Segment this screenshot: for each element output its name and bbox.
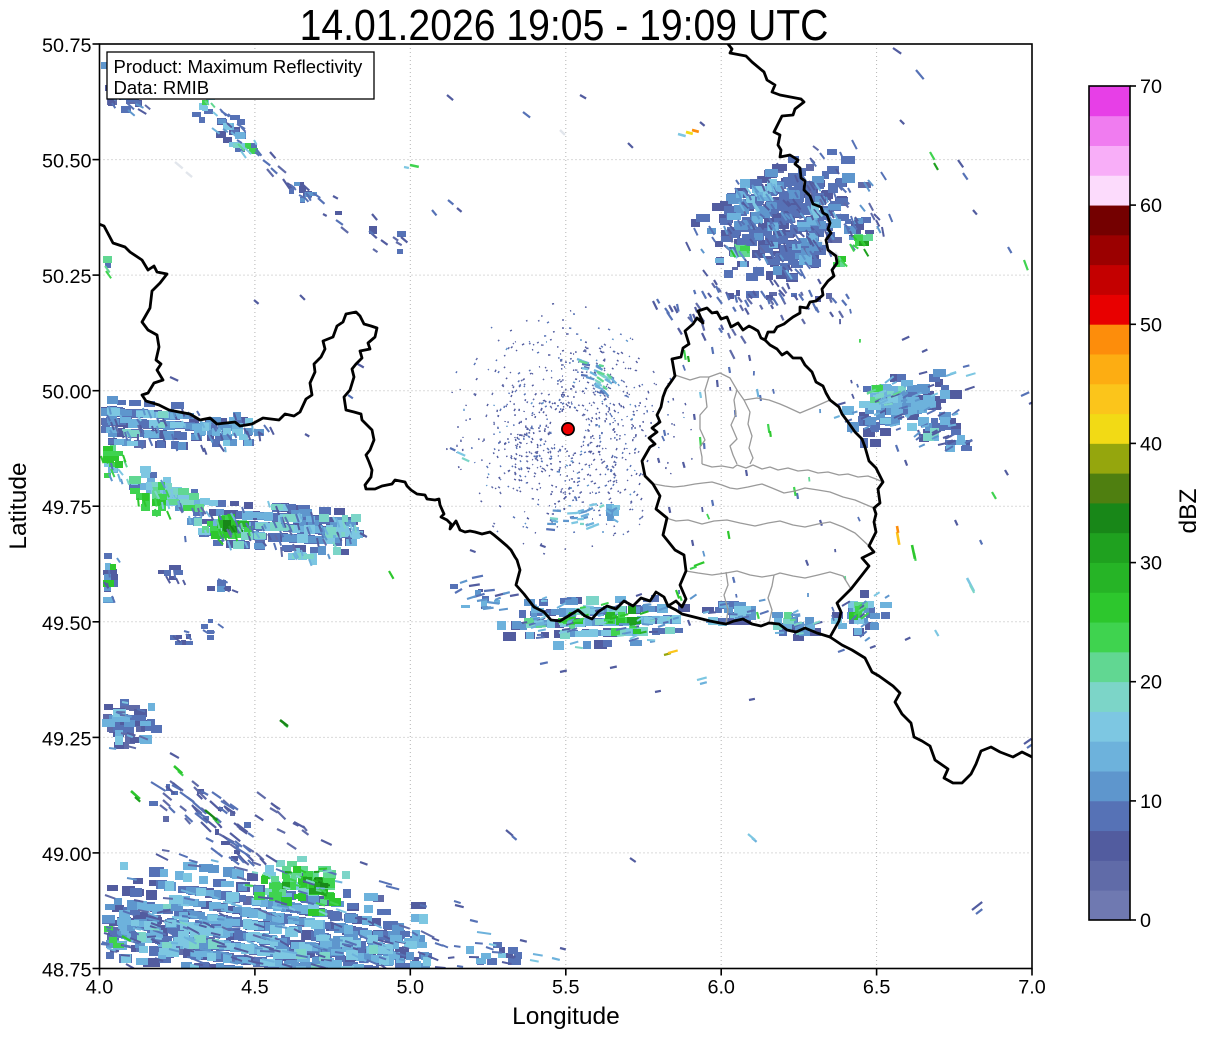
svg-text:10: 10 [1140, 791, 1162, 813]
svg-text:49.25: 49.25 [42, 728, 92, 750]
svg-text:5.5: 5.5 [552, 977, 580, 999]
svg-text:dBZ: dBZ [1175, 489, 1202, 534]
svg-text:7.0: 7.0 [1018, 977, 1046, 999]
svg-text:48.75: 48.75 [42, 960, 92, 982]
svg-text:30: 30 [1140, 553, 1162, 575]
svg-text:49.75: 49.75 [42, 497, 92, 519]
svg-text:20: 20 [1140, 672, 1162, 694]
svg-text:50.00: 50.00 [42, 382, 92, 404]
svg-text:Latitude: Latitude [5, 462, 32, 549]
svg-text:6.5: 6.5 [863, 977, 891, 999]
svg-text:50: 50 [1140, 314, 1162, 336]
svg-text:4.0: 4.0 [86, 977, 114, 999]
svg-text:50.50: 50.50 [42, 151, 92, 173]
svg-text:40: 40 [1140, 433, 1162, 455]
svg-text:60: 60 [1140, 195, 1162, 217]
svg-text:0: 0 [1140, 910, 1151, 932]
svg-text:4.5: 4.5 [241, 977, 269, 999]
svg-text:5.0: 5.0 [397, 977, 425, 999]
svg-text:Longitude: Longitude [512, 1003, 620, 1030]
svg-text:Data: RMIB: Data: RMIB [114, 77, 210, 98]
svg-text:6.0: 6.0 [707, 977, 735, 999]
svg-text:49.00: 49.00 [42, 844, 92, 866]
svg-text:49.50: 49.50 [42, 613, 92, 635]
svg-text:70: 70 [1140, 76, 1162, 98]
svg-text:50.25: 50.25 [42, 266, 92, 288]
svg-text:50.75: 50.75 [42, 35, 92, 57]
svg-text:14.01.2026 19:05 - 19:09 UTC: 14.01.2026 19:05 - 19:09 UTC [300, 1, 829, 49]
svg-text:Product: Maximum Reflectivity: Product: Maximum Reflectivity [114, 56, 364, 77]
